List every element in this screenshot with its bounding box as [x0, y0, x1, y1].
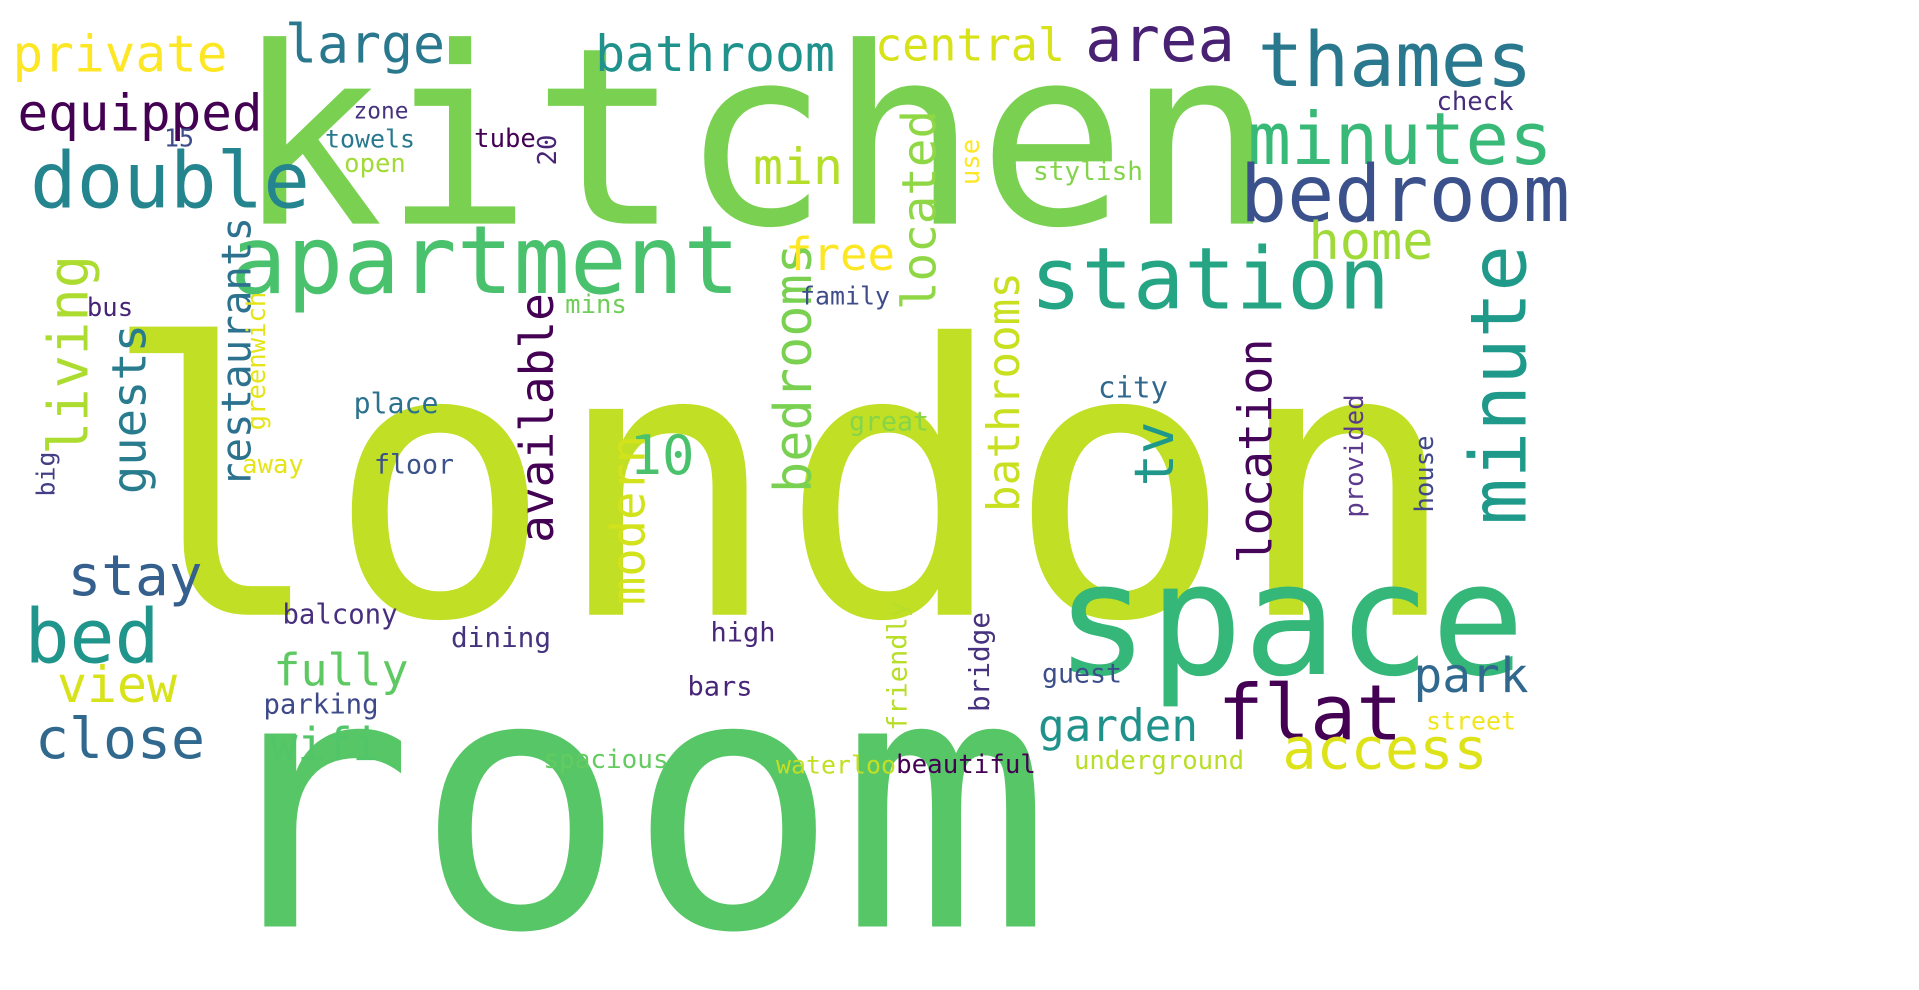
- word-double: double: [30, 136, 310, 227]
- word-beautiful: beautiful: [896, 750, 1036, 781]
- word-dining: dining: [450, 621, 552, 655]
- word-living: living: [37, 254, 102, 456]
- word-friendly: friendly: [882, 600, 914, 732]
- word-zone: zone: [353, 98, 409, 125]
- word-bed: bed: [24, 593, 160, 681]
- word-bars: bars: [687, 671, 753, 703]
- word-thames: thames: [1257, 14, 1533, 104]
- word-tube: tube: [474, 124, 536, 155]
- word-park: park: [1413, 649, 1529, 705]
- word-place: place: [353, 386, 439, 420]
- word-mins: mins: [565, 290, 627, 321]
- word-big: big: [31, 451, 61, 497]
- word-minutes: minutes: [1247, 97, 1553, 182]
- word-10: 10: [629, 424, 695, 487]
- word-fully: fully: [273, 643, 409, 697]
- word-home: home: [1308, 212, 1434, 273]
- word-garden: garden: [1037, 700, 1199, 752]
- word-waterloo: waterloo: [776, 750, 896, 780]
- word-station: station: [1030, 230, 1390, 330]
- word-guest: guest: [1041, 658, 1123, 690]
- word-use: use: [956, 138, 987, 186]
- word-apartment: apartment: [230, 206, 740, 316]
- word-large: large: [284, 13, 446, 76]
- word-area: area: [1084, 2, 1236, 76]
- word-underground: underground: [1073, 746, 1245, 777]
- word-bathrooms: bathrooms: [978, 271, 1030, 513]
- word-flat: flat: [1217, 669, 1403, 759]
- word-family: family: [800, 281, 890, 311]
- word-space: space: [1055, 528, 1525, 711]
- word-located: located: [892, 109, 948, 311]
- word-balcony: balcony: [282, 599, 398, 631]
- word-stylish: stylish: [1033, 156, 1143, 187]
- word-house: house: [1410, 435, 1441, 513]
- word-great: great: [848, 406, 930, 438]
- word-tv: tv: [1123, 421, 1186, 487]
- word-check: check: [1436, 87, 1514, 118]
- word-location: location: [1229, 338, 1284, 564]
- word-london: london: [99, 265, 1461, 704]
- word-greenwich: greenwich: [242, 291, 273, 431]
- word-modern: modern: [601, 434, 657, 606]
- word-wifi: wifi: [269, 718, 381, 772]
- word-high: high: [710, 617, 776, 649]
- word-free: free: [784, 228, 896, 282]
- word-central: central: [874, 18, 1066, 72]
- word-view: view: [57, 656, 177, 715]
- word-city: city: [1097, 370, 1169, 405]
- word-15: 15: [164, 123, 194, 153]
- word-stay: stay: [67, 543, 203, 609]
- word-room: room: [201, 599, 1053, 990]
- word-min: min: [753, 138, 843, 197]
- word-equipped: equipped: [17, 84, 263, 144]
- word-bridge: bridge: [963, 611, 997, 713]
- word-towels: towels: [325, 124, 415, 154]
- word-bedroom: bedroom: [1240, 148, 1570, 240]
- word-spacious: spacious: [543, 745, 669, 775]
- word-floor: floor: [373, 449, 455, 481]
- word-minute: minute: [1454, 245, 1545, 525]
- word-parking: parking: [263, 689, 379, 721]
- word-close: close: [34, 706, 206, 772]
- word-kitchen: kitchen: [234, 0, 1276, 283]
- word-provided: provided: [1340, 394, 1371, 518]
- word-bus: bus: [86, 293, 134, 324]
- word-20: 20: [533, 134, 564, 166]
- word-street: street: [1426, 706, 1516, 736]
- word-available: available: [509, 293, 564, 543]
- word-bathroom: bathroom: [595, 25, 835, 84]
- word-guests: guests: [102, 323, 158, 495]
- word-access: access: [1282, 716, 1488, 783]
- word-away: away: [242, 450, 304, 481]
- word-open: open: [344, 149, 406, 180]
- word-private: private: [12, 25, 228, 85]
